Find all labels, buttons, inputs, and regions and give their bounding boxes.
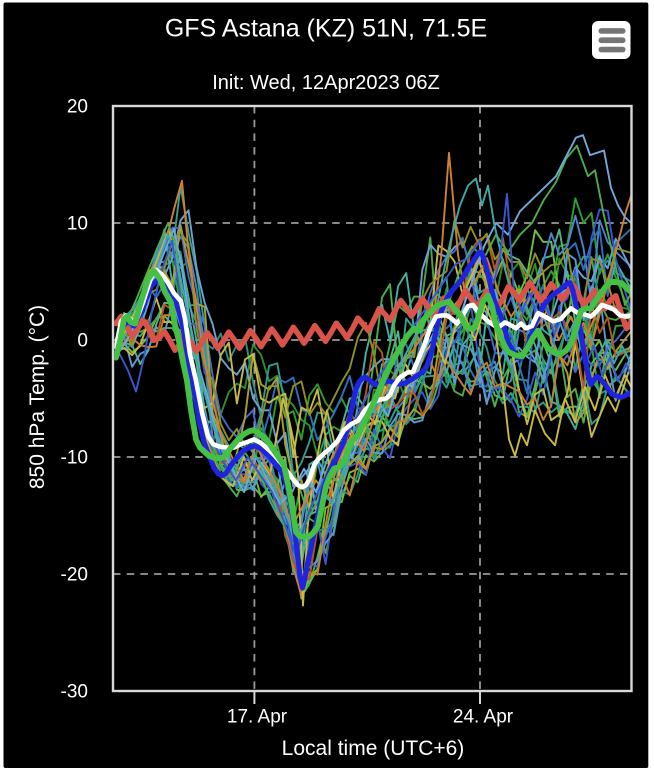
svg-text:Init: Wed, 12Apr2023 06Z: Init: Wed, 12Apr2023 06Z [212,72,440,94]
svg-text:24. Apr: 24. Apr [453,707,514,728]
svg-text:0: 0 [77,331,88,352]
svg-text:GFS Astana (KZ) 51N, 71.5E: GFS Astana (KZ) 51N, 71.5E [165,15,487,43]
svg-text:17. Apr: 17. Apr [227,707,288,728]
svg-text:850 hPa Temp. (°C): 850 hPa Temp. (°C) [26,305,49,489]
svg-text:-30: -30 [61,682,88,703]
svg-text:-20: -20 [61,565,88,586]
svg-text:-10: -10 [61,448,88,469]
svg-text:10: 10 [67,214,88,235]
svg-text:Local time (UTC+6): Local time (UTC+6) [282,737,465,760]
svg-text:20: 20 [67,97,88,118]
